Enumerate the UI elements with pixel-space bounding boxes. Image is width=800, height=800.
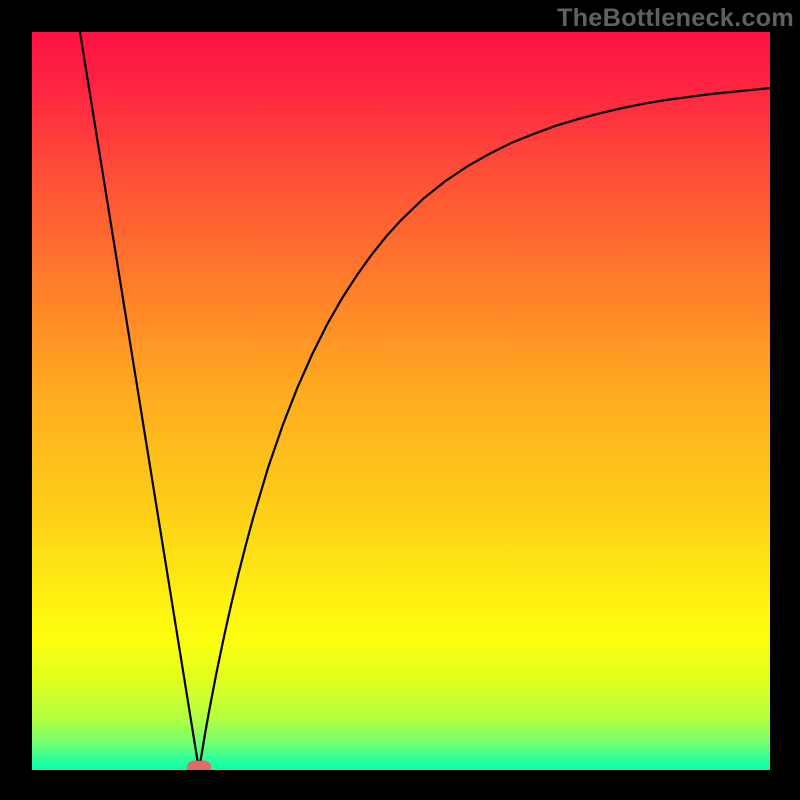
plot-svg xyxy=(32,32,770,770)
watermark-text: TheBottleneck.com xyxy=(557,4,794,33)
minimum-marker xyxy=(187,760,211,770)
chart-frame: TheBottleneck.com xyxy=(0,0,800,800)
plot-area xyxy=(32,32,770,770)
gradient-background xyxy=(32,32,770,770)
